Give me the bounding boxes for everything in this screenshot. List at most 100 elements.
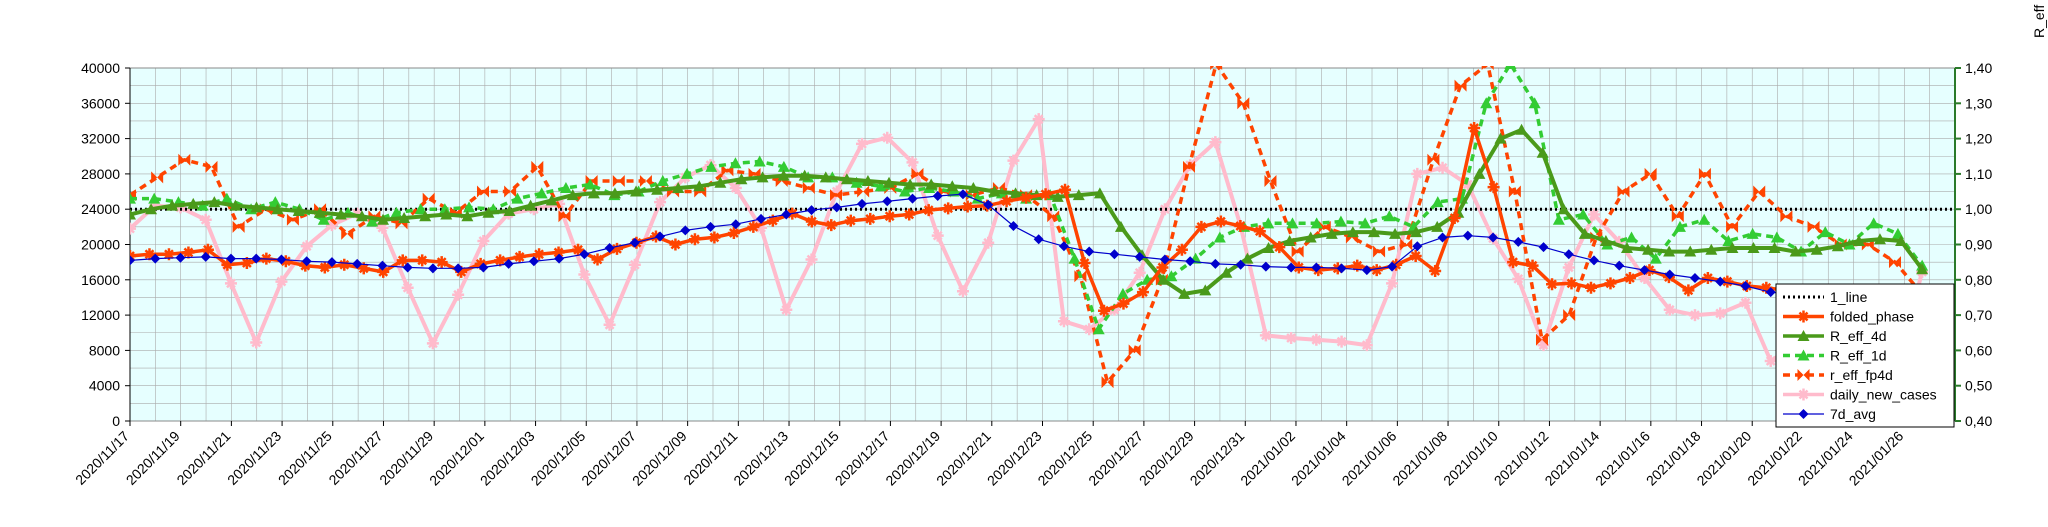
data-point (200, 251, 211, 262)
data-point (1128, 344, 1141, 357)
data-point (1262, 217, 1275, 229)
data-point (925, 178, 938, 190)
grid (129, 67, 1956, 422)
data-point (1068, 252, 1081, 264)
data-point (1688, 309, 1701, 322)
data-point (513, 250, 526, 263)
data-point (1726, 220, 1739, 233)
series-7d-avg (130, 189, 1928, 324)
data-point (511, 192, 524, 204)
data-point (1429, 264, 1442, 277)
data-point (524, 199, 537, 211)
data-point (1383, 210, 1396, 222)
data-point (1535, 333, 1548, 346)
legend-item: r_eff_fp4d (1783, 367, 1893, 383)
data-point (224, 277, 237, 290)
data-point (1504, 66, 1517, 69)
data-point (220, 192, 233, 204)
series-layer (130, 66, 1955, 389)
data-point (1335, 335, 1348, 348)
data-point (798, 169, 811, 181)
data-point (402, 262, 413, 273)
y-tick-label: 40000 (81, 60, 120, 76)
data-point (338, 258, 351, 271)
data-point (898, 185, 911, 197)
y2-tick-label: 1,00 (1965, 201, 1992, 217)
data-point (426, 337, 439, 350)
data-point (856, 137, 869, 150)
data-point (831, 202, 842, 213)
data-point (326, 257, 337, 268)
data-point (1726, 242, 1739, 254)
data-point (1480, 97, 1493, 109)
x-tick-label: 2020/11/21 (173, 428, 233, 488)
data-point (150, 253, 161, 264)
data-point (1220, 266, 1233, 278)
data-point (829, 189, 842, 202)
data-point (377, 213, 390, 225)
data-point (1334, 215, 1347, 227)
data-point (1117, 297, 1130, 310)
data-point (196, 199, 209, 211)
data-point (1109, 249, 1120, 260)
data-point (906, 156, 919, 169)
data-point (1689, 273, 1700, 284)
data-point (730, 219, 741, 230)
data-point (956, 285, 969, 298)
data-point (1214, 215, 1227, 228)
data-point (931, 229, 944, 242)
y-tick-label: 16000 (81, 272, 120, 288)
data-point (351, 207, 364, 220)
data-point (608, 187, 621, 199)
data-point (1373, 245, 1386, 258)
data-point (1644, 167, 1657, 180)
data-point (178, 153, 191, 166)
data-point (1819, 226, 1832, 238)
data-point (988, 185, 1001, 197)
data-point (1468, 122, 1481, 135)
data-point (325, 219, 338, 232)
data-point (639, 174, 652, 187)
data-point (1072, 189, 1085, 201)
y-tick-label: 12000 (81, 307, 120, 323)
legend-item: 7d_avg (1783, 406, 1876, 422)
legend-label: folded_phase (1830, 309, 1914, 325)
data-point (558, 210, 571, 223)
x-tick-label: 2021/01/26 (1846, 428, 1907, 489)
data-point (1831, 240, 1844, 252)
data-point (1746, 227, 1759, 239)
data-point (1033, 234, 1044, 245)
data-point (143, 248, 156, 261)
data-point (651, 183, 664, 195)
data-point (1760, 281, 1773, 294)
x-tick-label: 2020/11/27 (325, 428, 385, 488)
data-point (628, 258, 641, 271)
data-point (957, 189, 968, 200)
data-point (1557, 203, 1570, 215)
data-point (579, 249, 590, 260)
data-point (1462, 230, 1473, 241)
data-point (1389, 227, 1402, 239)
data-point (1286, 217, 1299, 229)
data-point (1765, 287, 1776, 298)
data-point (705, 160, 718, 172)
data-point (1262, 242, 1275, 254)
y-tick-label: 8000 (89, 342, 120, 358)
data-point (1770, 231, 1783, 243)
data-point (1159, 254, 1170, 265)
y-tick-label: 36000 (81, 95, 120, 111)
data-point (251, 253, 262, 264)
legend-label: r_eff_fp4d (1830, 367, 1893, 383)
data-point (857, 198, 868, 209)
data-point (1133, 266, 1146, 279)
data-point (1237, 97, 1250, 110)
data-point (503, 258, 514, 269)
data-point (688, 233, 701, 246)
data-point (825, 219, 838, 232)
legend-label: R_eff_4d (1830, 328, 1887, 344)
data-point (1747, 242, 1760, 254)
data-point (1351, 259, 1364, 272)
data-point (1614, 260, 1625, 271)
data-point (355, 210, 368, 222)
